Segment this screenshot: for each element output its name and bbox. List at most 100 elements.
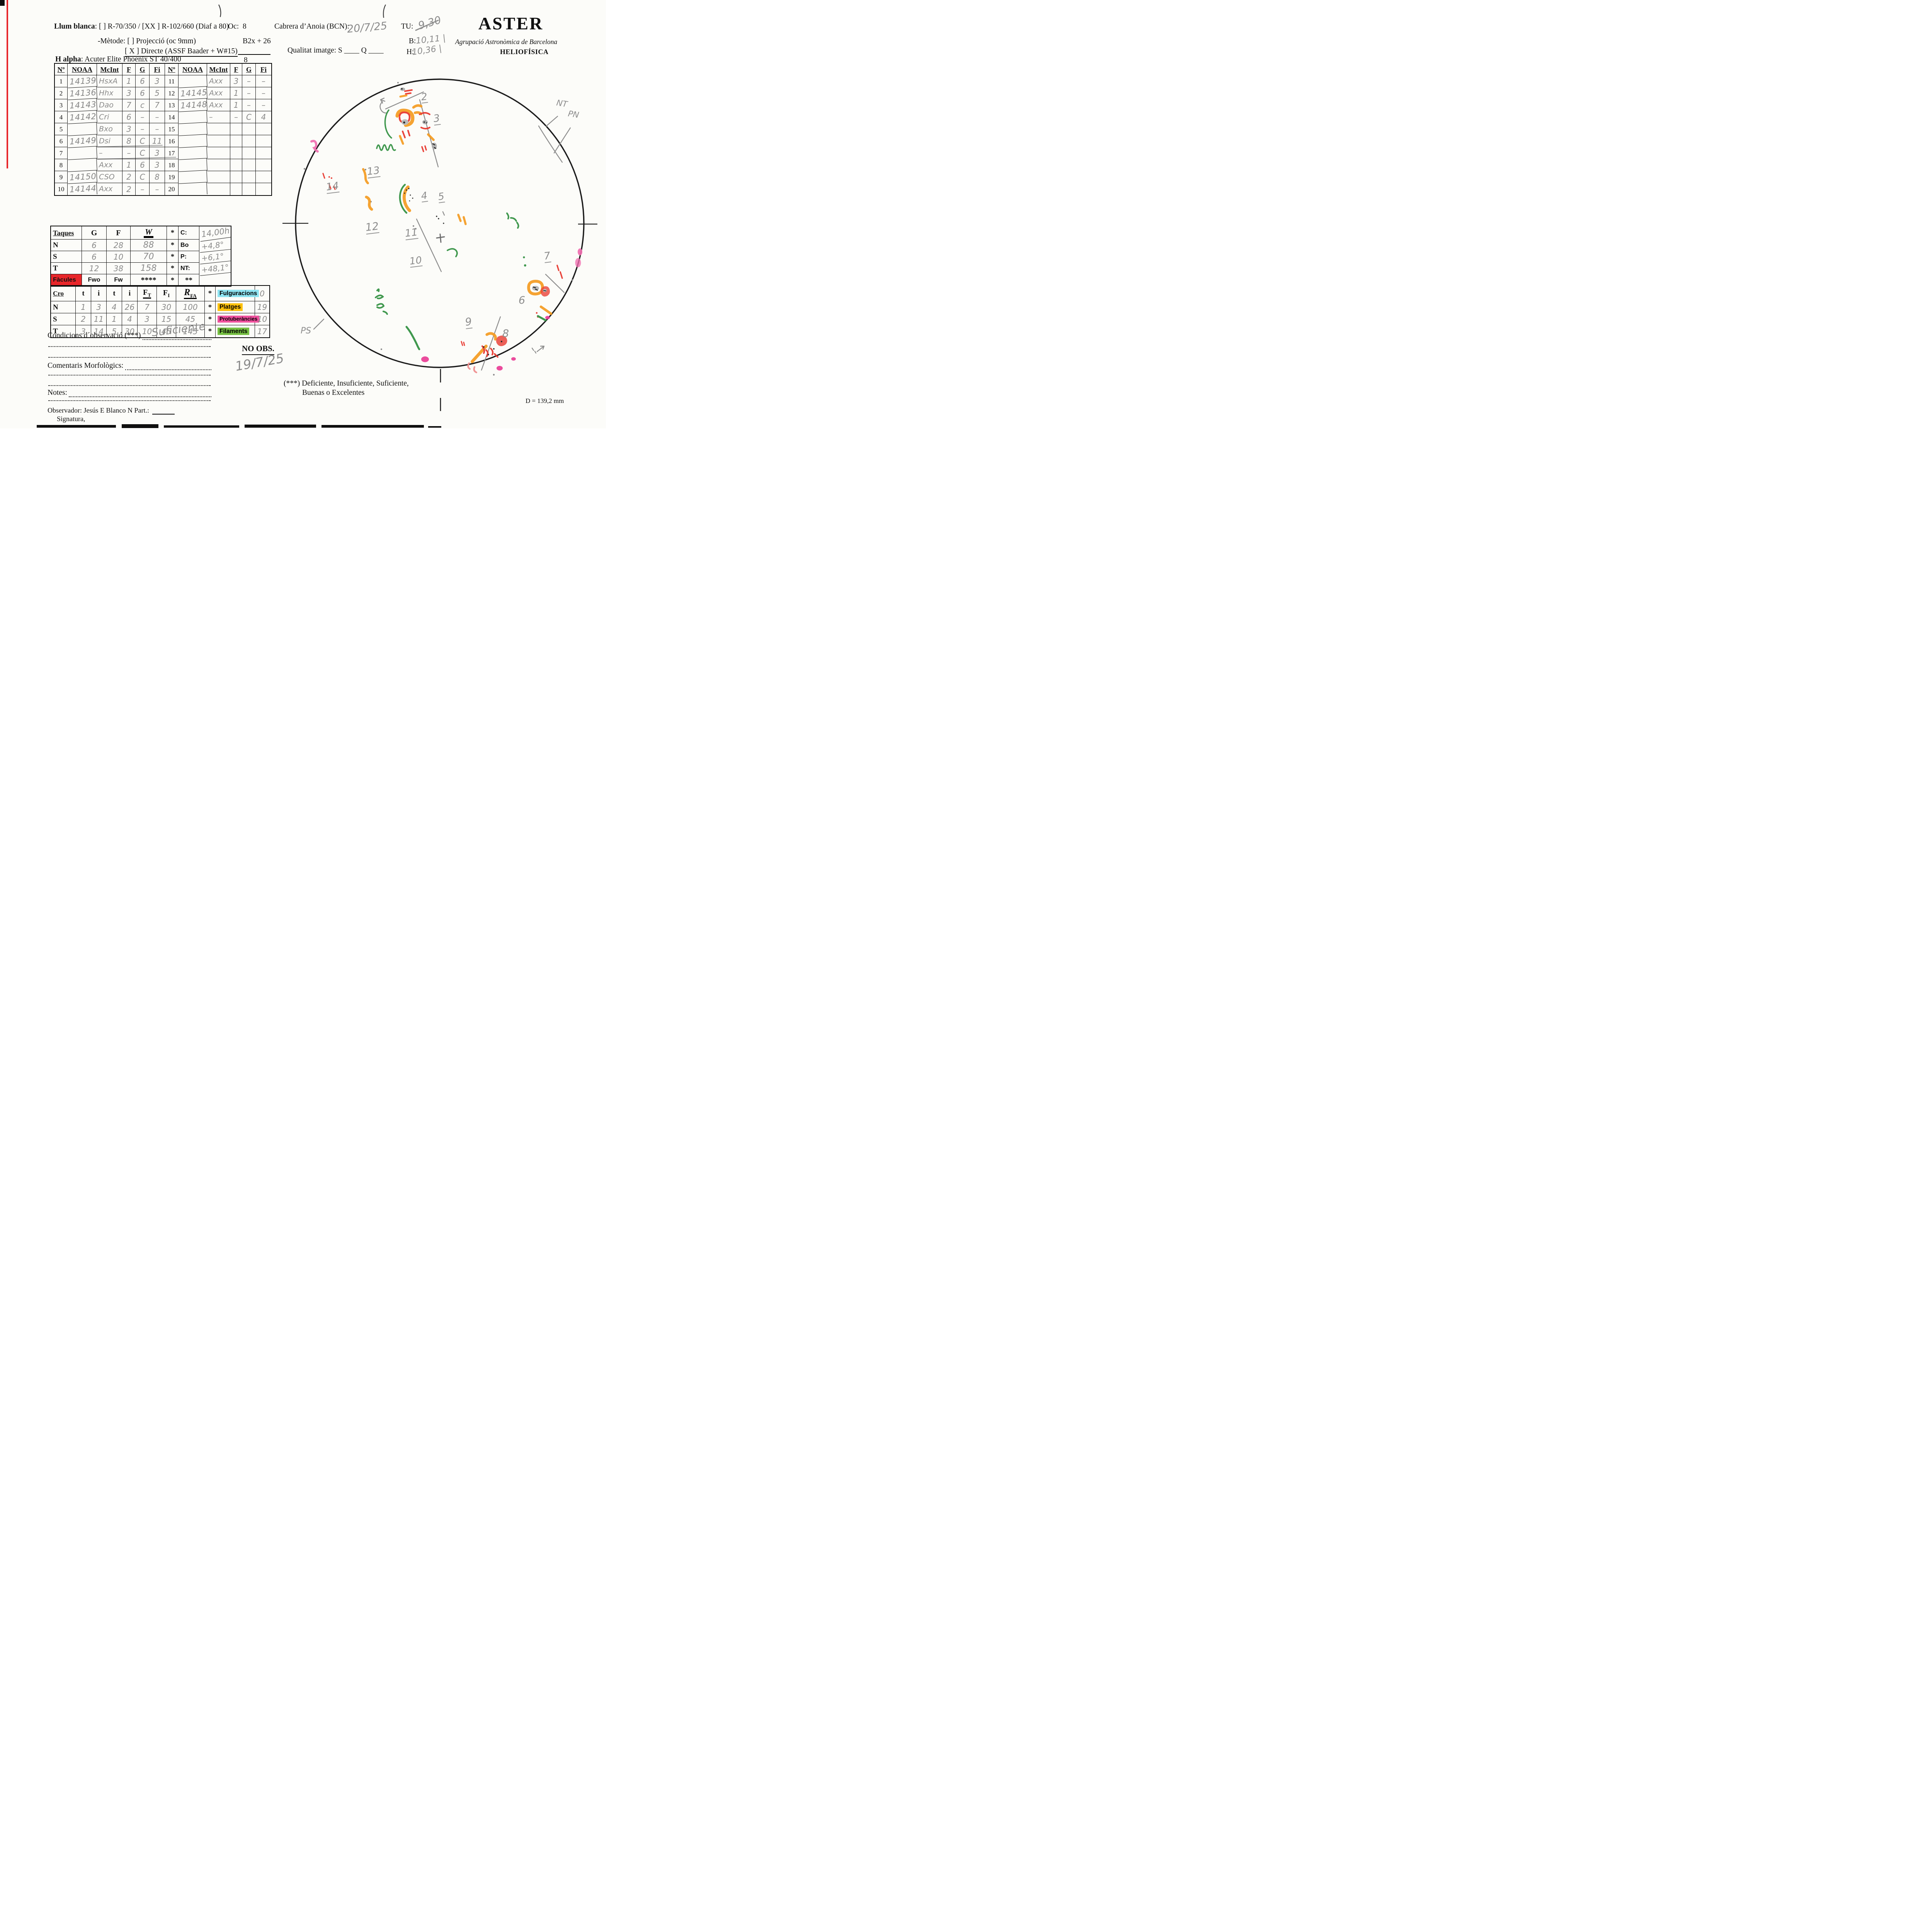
rt-cell [178,158,207,172]
rt-cell [242,147,256,159]
rt-header: NOAA [68,64,97,75]
tq-w-label: W [144,228,153,238]
rt-cell [67,122,97,136]
rt-cell [242,183,256,195]
rt-cell [256,135,271,147]
rt-cell [207,183,230,195]
rt-cell: – [207,111,230,123]
dotted-rule [48,385,211,386]
no-obs-label: NO OBS. [242,344,275,355]
tq-header: G [82,226,107,240]
rt-cell [207,159,230,171]
rt-cell: 6 [122,111,136,123]
dotted-rule [142,338,211,340]
rt-cell: Axx [207,87,230,99]
cr-cell: 1 [107,313,122,325]
rt-cell: Bxo [97,123,122,135]
cr-cell: 145 [176,325,205,337]
signatura-label: Signatura, [57,415,85,423]
rt-header: McInt [97,64,122,75]
location-label: Cabrera d’Anoia (BCN): [274,22,349,31]
footnote-line1: (***) Deficiente, Insuficiente, Suficien… [284,379,409,387]
rt-cell: 3 [122,123,136,135]
cr-cell: 1 [76,301,91,313]
rt-cell: Cri [97,111,122,123]
rt-cell: 10 [55,183,68,195]
rt-cell [230,171,242,183]
cr-cell: 7 [138,301,157,313]
fi-sub: I [168,292,170,298]
dotted-rule [48,375,211,376]
tq-cell: 88 [131,240,167,251]
cr-cell: S [51,313,76,325]
tq-header: F [107,226,131,240]
cr-cell: 10 [138,325,157,337]
tq-cell: * [167,240,179,251]
sunspot-region-table: Nº NOAA McInt F G Fi Nº NOAA McInt F G F… [54,63,272,196]
cr-header: i [91,286,107,301]
rt-cell [256,159,271,171]
platges-label: Platges [218,303,243,311]
tq-cell: 10 [107,251,131,263]
rt-cell [242,123,256,135]
cr-count: 10 [255,313,269,325]
rt-cell: 1 [122,159,136,171]
rt-cell: C [136,147,150,159]
rt-cell: 1 [230,87,242,99]
aster-section: HELIOFÍSICA [500,48,549,56]
cr-side-label: Platges [216,301,255,313]
rt-cell [178,110,207,124]
rt-cell: 7 [122,99,136,111]
tq-cell: Fw [107,274,131,286]
rt-cell: 6 [136,159,150,171]
cr-cell: N [51,301,76,313]
cr-cell: 15 [157,313,176,325]
cr-header-ft: FT [138,286,157,301]
rt-cell: 6 [136,87,150,99]
rt-cell: 14150 [67,170,97,184]
cr-cell: * [205,325,216,337]
footnote-line2: Buenas o Excelentes [302,389,365,397]
tq-cell: 158 [131,263,167,274]
disk-label-2: 2 [420,91,428,104]
tq-cell: * [167,263,179,274]
rt-cell: 1 [230,99,242,111]
tq-cell: S [51,251,82,263]
rt-cell: Hhx [97,87,122,99]
oc-label: Oc: [228,22,239,31]
b2x-underline [238,54,270,55]
rt-cell: 11 [150,135,165,147]
tu-label: TU: [401,22,413,31]
filaments-label: Filaments [218,327,250,335]
dotted-rule [68,396,211,397]
condicions-label: Condicions d´observació (***) [48,331,141,340]
rt-header: G [242,64,256,75]
rt-cell: – [136,183,150,195]
b-handwritten: 10,11 | [415,33,446,46]
active-region-crayon-drawings [310,87,582,374]
metode-line: -Mètode: [ ] Projecció (oc 9mm) [98,37,196,45]
rt-cell: 2 [55,87,68,99]
rt-cell: 14143 [67,99,97,112]
qualitat-line: Qualitat imatge: S ____ Q ____ [287,46,384,54]
taques-table: Taques G F W * C: 14,00h N 6 28 88 * Bo +4,8° … [50,224,231,287]
rt-cell [256,147,271,159]
cr-cell: * [205,313,216,325]
rt-cell: 17 [165,147,179,159]
scan-bottom-band [164,425,239,428]
rt-cell: 8 [55,159,68,171]
tq-cell: 12 [82,263,107,274]
rt-cell: Axx [97,183,122,195]
llum-blanca-value: : [ ] R-70/350 / [XX ] R-102/660 (Diaf a… [95,22,229,31]
scan-bottom-band [321,425,424,428]
cr-cell: 3 [91,301,107,313]
observation-form-page: Llum blanca: [ ] R-70/350 / [XX ] R-102/… [0,0,606,428]
rt-cell [230,147,242,159]
disk-label-13: 13 [366,165,381,178]
rt-cell: 14139 [67,75,97,88]
disk-diameter-label: D = 139,2 mm [526,397,564,404]
disk-label-12: 12 [364,220,380,235]
disk-outline [218,4,597,411]
llum-blanca-label: Llum blanca [54,22,95,31]
rt-header: F [230,64,242,75]
